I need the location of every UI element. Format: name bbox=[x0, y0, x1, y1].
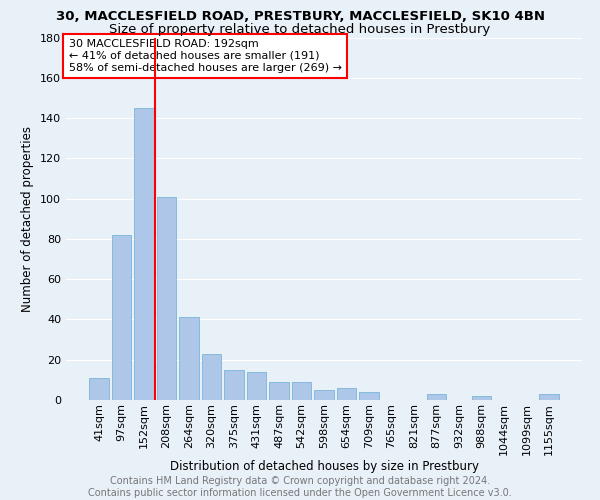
Text: 30, MACCLESFIELD ROAD, PRESTBURY, MACCLESFIELD, SK10 4BN: 30, MACCLESFIELD ROAD, PRESTBURY, MACCLE… bbox=[56, 10, 545, 23]
Text: Size of property relative to detached houses in Prestbury: Size of property relative to detached ho… bbox=[109, 22, 491, 36]
Bar bbox=[427, 394, 446, 400]
Bar bbox=[202, 354, 221, 400]
Bar bbox=[224, 370, 244, 400]
Bar bbox=[112, 235, 131, 400]
Bar bbox=[314, 390, 334, 400]
Bar bbox=[292, 382, 311, 400]
Y-axis label: Number of detached properties: Number of detached properties bbox=[22, 126, 34, 312]
Bar bbox=[359, 392, 379, 400]
Bar bbox=[539, 394, 559, 400]
Bar bbox=[269, 382, 289, 400]
Bar bbox=[89, 378, 109, 400]
Bar bbox=[134, 108, 154, 400]
X-axis label: Distribution of detached houses by size in Prestbury: Distribution of detached houses by size … bbox=[170, 460, 479, 473]
Bar bbox=[247, 372, 266, 400]
Bar bbox=[157, 196, 176, 400]
Bar bbox=[337, 388, 356, 400]
Text: Contains HM Land Registry data © Crown copyright and database right 2024.
Contai: Contains HM Land Registry data © Crown c… bbox=[88, 476, 512, 498]
Text: 30 MACCLESFIELD ROAD: 192sqm
← 41% of detached houses are smaller (191)
58% of s: 30 MACCLESFIELD ROAD: 192sqm ← 41% of de… bbox=[68, 40, 341, 72]
Bar bbox=[472, 396, 491, 400]
Bar bbox=[179, 318, 199, 400]
